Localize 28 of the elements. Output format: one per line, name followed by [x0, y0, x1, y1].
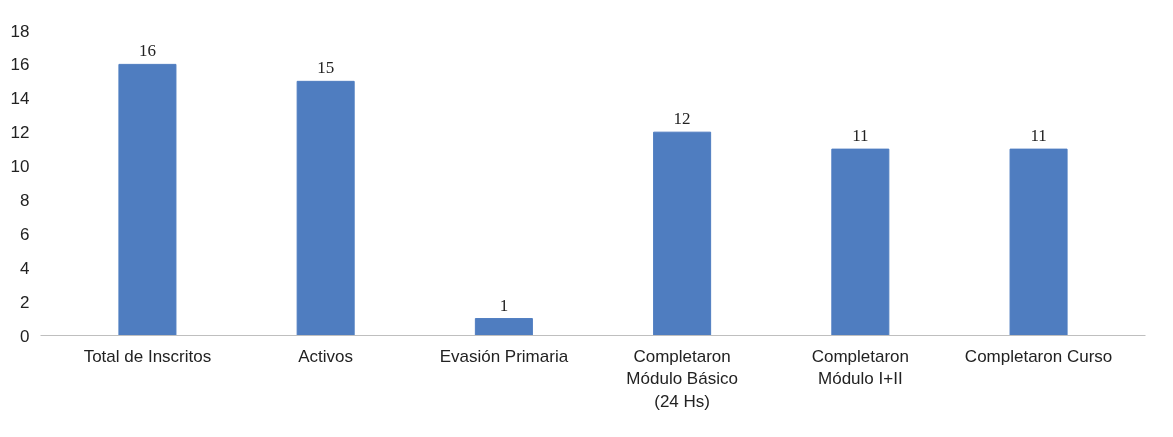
x-tick-label: Completaron Módulo I+II: [811, 346, 909, 389]
y-tick-label: 4: [20, 258, 30, 278]
y-tick-label: 16: [10, 55, 30, 75]
x-tick-label: Evasión Primaria: [439, 346, 569, 366]
bar: [118, 63, 177, 336]
y-tick-label: 2: [20, 292, 30, 312]
y-tick-label: 18: [10, 21, 30, 41]
data-label: 16: [138, 41, 156, 61]
data-label: 12: [673, 109, 691, 129]
y-tick-label: 8: [20, 190, 30, 210]
bar: [653, 131, 712, 336]
data-label: 11: [1030, 126, 1047, 146]
x-tick-label: Completaron Curso: [964, 346, 1113, 366]
data-label: 15: [317, 58, 335, 78]
y-tick-label: 0: [20, 326, 30, 346]
data-label: 1: [499, 295, 509, 315]
data-label: 11: [852, 126, 869, 146]
y-tick-label: 6: [20, 224, 30, 244]
bar: [474, 318, 533, 336]
y-tick-label: 14: [10, 89, 30, 109]
x-tick-label: Activos: [298, 346, 354, 366]
x-tick-label: Total de Inscritos: [83, 346, 212, 366]
bar: [1009, 148, 1068, 336]
bar: [296, 80, 355, 336]
y-tick-label: 10: [10, 157, 30, 177]
x-tick-label: Completaron Módulo Básico (24 Hs): [626, 346, 738, 412]
y-tick-label: 12: [10, 123, 30, 143]
bar: [831, 148, 890, 336]
